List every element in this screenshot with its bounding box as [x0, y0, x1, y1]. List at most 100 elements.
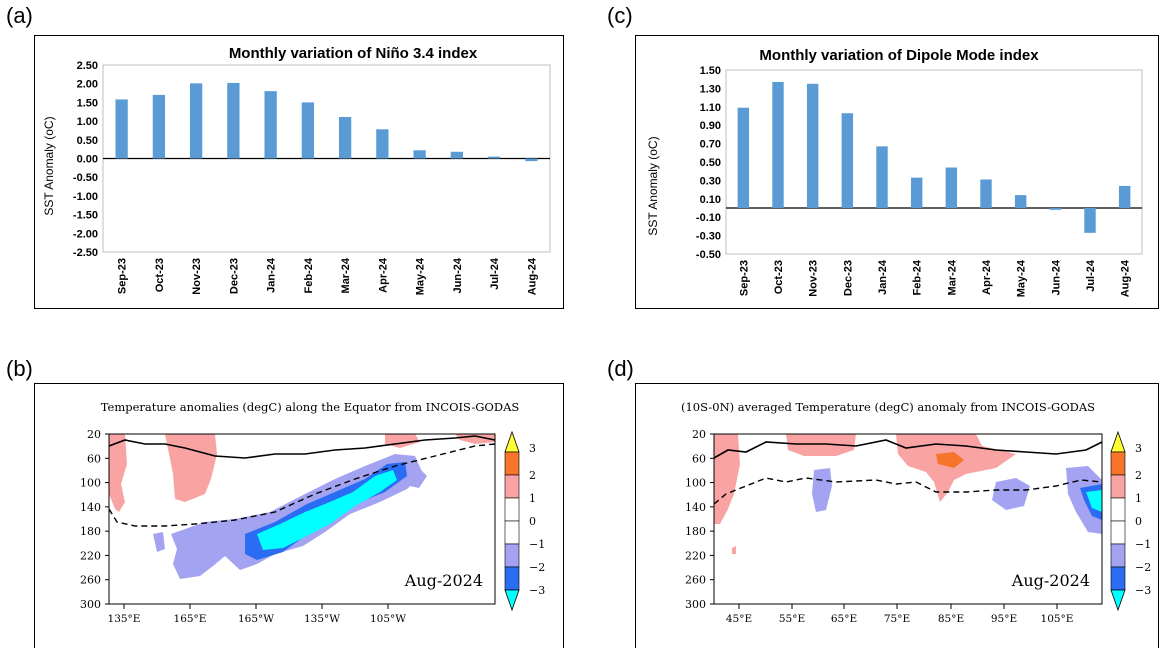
x-tick-label: Oct-23	[773, 260, 785, 294]
colorbar-tick-label: 0	[529, 515, 536, 528]
equator-section-plot: Temperature anomalies (degC) along the E…	[80, 400, 545, 625]
bar	[115, 99, 128, 159]
y-tick-label: -2.50	[73, 247, 98, 259]
depth-tick-label: 220	[685, 549, 706, 562]
colorbar-tick-label: −2	[529, 561, 545, 574]
colorbar-tick-label: 3	[1135, 442, 1142, 455]
longitude-tick-label: 75°E	[884, 613, 910, 625]
bar	[806, 83, 819, 208]
bar	[152, 94, 166, 159]
longitude-tick-label: 65°E	[831, 613, 857, 625]
x-tick-label: Apr-24	[377, 257, 389, 293]
x-tick-label: Aug-24	[1120, 259, 1132, 297]
io-section-frame: (10S-0N) averaged Temperature (degC) ano…	[635, 383, 1159, 648]
colorbar-tick-label: 1	[529, 492, 536, 505]
mixed-layer-depth-line	[108, 435, 496, 459]
bar	[980, 179, 992, 208]
longitude-tick-label: 105°W	[370, 613, 406, 625]
bar	[413, 150, 426, 159]
colorbar-tick-label: −3	[1135, 584, 1151, 597]
panel-label-b: (b)	[6, 356, 33, 381]
dmi-bar-chart: Monthly variation of Dipole Mode index S…	[646, 47, 1143, 297]
depth-tick-label: 300	[685, 598, 706, 611]
y-tick-label: -1.00	[73, 191, 98, 203]
bar	[338, 116, 352, 159]
y-tick-label: 1.10	[700, 102, 721, 114]
longitude-tick-label: 95°E	[991, 613, 1017, 625]
y-tick-label: 1.30	[700, 83, 721, 95]
bar	[1014, 195, 1027, 208]
longitude-tick-label: 165°W	[238, 613, 274, 625]
x-tick-label: Mar-24	[946, 259, 958, 295]
colorbar-tick-label: −3	[529, 584, 545, 597]
warm-anomaly-regions	[714, 434, 1016, 554]
nino34-chart-frame: Monthly variation of Niño 3.4 index SST …	[34, 35, 564, 309]
bar	[1118, 185, 1131, 208]
bar	[876, 146, 888, 208]
cool-anomaly-regions	[812, 466, 1102, 534]
y-axis-label: SST Anomaly (oC)	[42, 116, 56, 215]
x-tick-label: Dec-23	[842, 260, 854, 296]
x-tick-label: Jul-24	[1085, 259, 1097, 292]
chart-title: Monthly variation of Niño 3.4 index	[229, 45, 478, 62]
equator-section-frame: Temperature anomalies (degC) along the E…	[34, 383, 564, 648]
bar	[376, 129, 389, 159]
x-tick-label: Dec-23	[228, 258, 240, 294]
depth-tick-label: 260	[80, 574, 101, 587]
thermocline-line	[713, 477, 1103, 505]
y-tick-label: 0.10	[700, 194, 721, 206]
depth-tick-label: 140	[80, 501, 101, 514]
warm-anomaly-regions	[109, 434, 495, 512]
plot-title: (10S-0N) averaged Temperature (degC) ano…	[681, 400, 1095, 414]
depth-tick-label: 220	[80, 549, 101, 562]
bar	[737, 107, 750, 208]
x-tick-label: Jun-24	[452, 257, 464, 293]
y-tick-label: -0.50	[73, 172, 98, 184]
bar	[1084, 208, 1096, 233]
depth-tick-label: 300	[80, 598, 101, 611]
depth-tick-label: 260	[685, 574, 706, 587]
panel-label-d: (d)	[607, 356, 634, 381]
x-tick-label: Mar-24	[340, 257, 352, 293]
y-tick-label: -0.10	[696, 212, 721, 224]
x-tick-label: Aug-24	[526, 257, 538, 295]
x-tick-label: Jan-24	[266, 257, 278, 293]
colorbar-tick-label: 2	[1135, 469, 1142, 482]
y-tick-label: 0.00	[77, 154, 98, 166]
longitude-tick-label: 165°E	[174, 613, 207, 625]
bar	[301, 102, 315, 159]
x-tick-label: Nov-23	[808, 260, 820, 297]
y-tick-label: 2.50	[77, 60, 98, 72]
colorbar-tick-label: 3	[529, 442, 536, 455]
x-tick-label: Nov-23	[191, 258, 203, 295]
x-tick-label: Feb-24	[912, 259, 924, 295]
longitude-tick-label: 135°W	[304, 613, 340, 625]
x-tick-label: Jul-24	[489, 257, 501, 290]
bar	[227, 82, 240, 159]
chart-title: Monthly variation of Dipole Mode index	[759, 47, 1039, 64]
x-tick-label: May-24	[1016, 259, 1028, 297]
y-tick-label: 1.50	[700, 65, 721, 77]
colorbar-tick-label: 0	[1135, 515, 1142, 528]
colorbar-tick-label: −2	[1135, 561, 1151, 574]
depth-tick-label: 60	[692, 452, 706, 465]
y-tick-label: 0.50	[77, 135, 98, 147]
x-tick-label: Jan-24	[877, 259, 889, 295]
x-tick-label: Feb-24	[303, 257, 315, 293]
bar	[1049, 208, 1062, 210]
colorbar: 3 2 1 0 −1 −2 −3	[1110, 430, 1151, 612]
x-tick-label: Sep-23	[738, 260, 750, 296]
x-tick-label: Sep-23	[117, 258, 129, 294]
longitude-tick-label: 45°E	[726, 613, 752, 625]
depth-tick-label: 180	[685, 525, 706, 538]
depth-tick-label: 60	[87, 452, 101, 465]
depth-tick-label: 100	[685, 477, 706, 490]
longitude-tick-label: 85°E	[938, 613, 964, 625]
depth-tick-label: 20	[87, 428, 101, 441]
bar	[189, 83, 203, 159]
dmi-chart-frame: Monthly variation of Dipole Mode index S…	[635, 35, 1159, 309]
y-tick-label: 1.50	[77, 97, 98, 109]
bar	[910, 177, 923, 208]
colorbar-tick-label: 2	[529, 469, 536, 482]
bar	[772, 81, 784, 208]
